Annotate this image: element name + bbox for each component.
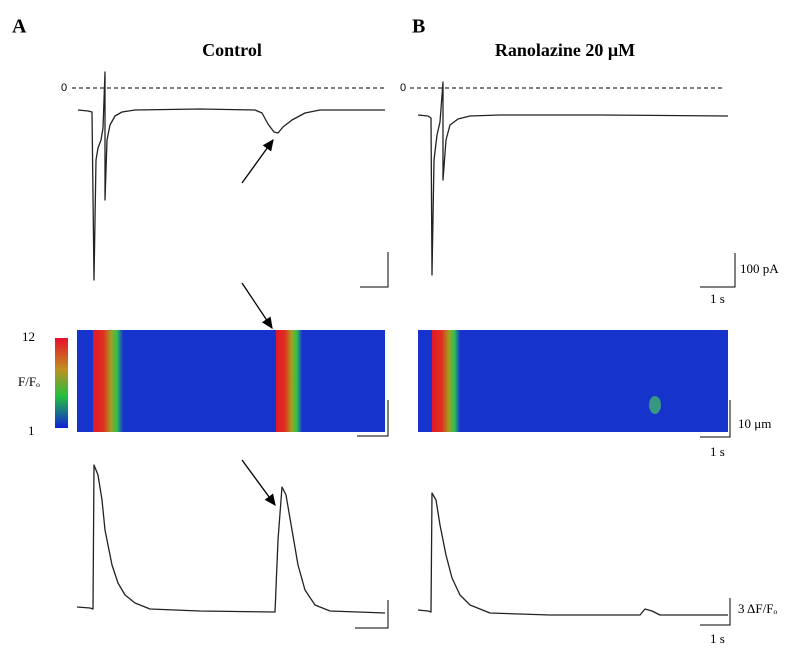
- fluorescence-trace: [76, 464, 386, 614]
- linescan-band: [432, 330, 460, 432]
- linescan-band: [276, 330, 302, 432]
- scale-bar: [355, 600, 389, 629]
- scale-bar: [700, 400, 731, 438]
- colorbar-label: F/Fₒ: [18, 374, 40, 389]
- panel-title: Ranolazine 20 μM: [495, 40, 635, 60]
- current-trace: [77, 71, 385, 281]
- zero-label: 0: [61, 82, 67, 94]
- linescan: [418, 330, 728, 432]
- scale-label: 10 μm: [738, 416, 771, 431]
- colorbar-max: 12: [22, 329, 35, 344]
- panel-label: A: [12, 16, 27, 38]
- colorbar: [55, 338, 68, 428]
- panel-title: Control: [202, 40, 262, 60]
- scale-bar: [360, 252, 389, 288]
- scale-label: 100 pA: [740, 261, 779, 276]
- scale-label: 1 s: [710, 444, 725, 459]
- arrow: [241, 138, 274, 184]
- fluorescence-trace: [417, 492, 728, 616]
- arrow: [241, 459, 276, 507]
- colorbar-min: 1: [28, 423, 35, 438]
- panel-label: B: [412, 16, 425, 38]
- linescan: [77, 330, 385, 432]
- scale-bar: [357, 400, 389, 437]
- linescan-band: [93, 330, 123, 432]
- zero-label: 0: [400, 82, 406, 94]
- scale-bar: [700, 598, 731, 626]
- scale-bar: [700, 253, 736, 288]
- scale-label: 3 ΔF/Fₒ: [738, 601, 777, 616]
- scale-label: 1 s: [710, 631, 725, 646]
- arrow: [241, 282, 273, 330]
- spark: [649, 396, 661, 414]
- current-trace: [417, 81, 729, 276]
- scale-label: 1 s: [710, 291, 725, 306]
